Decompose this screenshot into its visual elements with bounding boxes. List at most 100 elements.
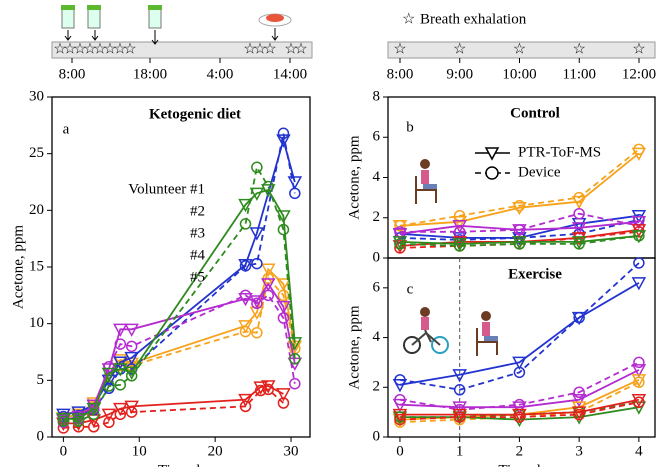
device-marker (573, 207, 585, 220)
ptr-marker (392, 228, 408, 242)
ptr-marker (571, 406, 587, 420)
ptr-marker (287, 176, 303, 190)
ptr-line (399, 220, 639, 235)
device-marker (114, 408, 127, 421)
ptr-marker (56, 413, 71, 427)
timeline-label: 18:00 (133, 66, 167, 82)
legend-label: #2 (190, 203, 205, 219)
device-line (399, 381, 640, 423)
device-marker (277, 312, 290, 324)
panel-title: Ketogenic diet (149, 106, 241, 122)
ptr-marker (86, 402, 101, 417)
ptr-marker (452, 238, 467, 252)
ptr-marker (249, 295, 265, 309)
legend-label: #4 (190, 247, 206, 263)
device-marker (513, 224, 526, 236)
timeline-label: 8:00 (387, 66, 414, 82)
legend-label: PTR-ToF-MS (518, 144, 601, 160)
ptr-marker (512, 408, 527, 423)
timeline-label: 9:00 (446, 66, 473, 82)
ptr-marker (276, 134, 291, 148)
device-line (63, 294, 296, 424)
star: ☆ (294, 41, 307, 57)
device-marker (513, 199, 526, 212)
y-axis-label: Acetone, ppm (346, 305, 362, 389)
device-marker (251, 297, 263, 310)
device-marker (239, 400, 252, 413)
star: ☆ (513, 41, 526, 57)
legend-marker (484, 147, 500, 161)
y-tick-label: 4 (373, 329, 381, 345)
device-marker (262, 180, 275, 193)
timeline-legend: Breath exhalation (420, 11, 527, 27)
device-marker (394, 413, 406, 426)
ptr-marker (392, 240, 408, 254)
x-tick-label: 10 (132, 443, 147, 459)
device-marker (251, 161, 263, 174)
ptr-line (399, 235, 639, 245)
panel-title: Control (510, 105, 560, 121)
ptr-line (63, 136, 296, 416)
device-marker (103, 360, 115, 373)
device-marker (57, 422, 70, 434)
ptr-marker (512, 401, 527, 415)
device-line (399, 212, 640, 233)
device-line (399, 262, 640, 391)
device-marker (72, 415, 85, 427)
food (266, 14, 284, 22)
ptr-marker (631, 374, 647, 388)
ptr-marker (113, 356, 128, 370)
ptr-marker (101, 408, 117, 422)
y-tick-label: 0 (37, 428, 45, 444)
timeline-bar (51, 41, 313, 59)
device-marker (633, 257, 645, 269)
device-marker (394, 242, 406, 254)
drink-icons (61, 5, 292, 45)
y-tick-label: 2 (373, 379, 381, 395)
y-tick-label: 20 (29, 202, 44, 218)
y-tick-label: 5 (37, 372, 45, 388)
star: ☆ (453, 41, 466, 57)
device-marker (633, 356, 645, 369)
x-tick-label: 30 (284, 443, 299, 459)
y-tick-label: 0 (373, 249, 381, 265)
device-marker (114, 338, 127, 350)
device-marker (239, 260, 252, 272)
star: ☆ (632, 41, 645, 57)
timeline-label: 8:00 (59, 66, 86, 82)
device-marker (573, 238, 585, 250)
device-marker (513, 238, 526, 250)
ptr-marker (276, 210, 291, 224)
ptr-marker (113, 323, 128, 337)
device-marker (277, 223, 290, 236)
legend-label: #5 (190, 269, 205, 285)
ptr-marker (238, 320, 253, 334)
device-marker (239, 289, 252, 302)
ptr-marker (571, 393, 587, 408)
star: ☆ (243, 41, 256, 57)
device-marker (289, 353, 301, 365)
x-tick-label: 0 (396, 443, 404, 459)
ptr-marker (261, 263, 276, 277)
ptr-marker (452, 408, 467, 423)
device-marker (114, 379, 127, 391)
ptr-marker (238, 198, 253, 213)
x-tick-label: 20 (208, 443, 223, 459)
star: ☆ (573, 41, 586, 57)
device-marker (262, 383, 275, 396)
x-tick-label: 4 (635, 443, 643, 459)
y-tick-label: 6 (373, 279, 381, 295)
device-marker (254, 384, 267, 397)
device-marker (633, 230, 645, 242)
ptr-marker (392, 398, 408, 413)
ptr-marker (113, 402, 128, 417)
panel-title: Exercise (508, 266, 562, 282)
plot-frame (387, 257, 656, 438)
device-marker (87, 408, 100, 421)
y-tick-label: 0 (373, 428, 381, 444)
ptr-marker (101, 363, 117, 377)
device-line (63, 276, 296, 420)
x-tick-label: 3 (575, 443, 583, 459)
x-axis-label: Time, h (158, 462, 205, 467)
